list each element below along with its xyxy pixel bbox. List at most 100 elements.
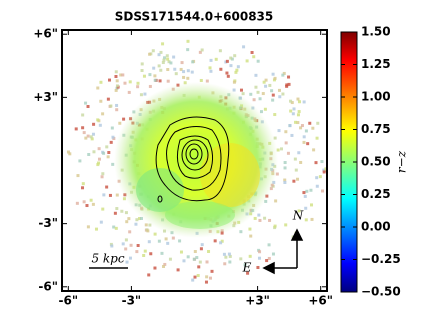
pixel bbox=[153, 232, 157, 236]
pixel bbox=[161, 42, 165, 46]
pixel bbox=[92, 122, 96, 126]
pixel bbox=[225, 59, 229, 63]
pixel bbox=[233, 54, 237, 58]
pixel bbox=[296, 177, 300, 181]
pixel bbox=[248, 254, 252, 258]
pixel bbox=[122, 197, 126, 201]
y-tick-label: -6" bbox=[38, 279, 58, 293]
pixel bbox=[285, 84, 289, 88]
colorbar-label: r−z bbox=[395, 150, 409, 173]
pixel bbox=[303, 194, 307, 198]
pixel bbox=[232, 80, 236, 84]
pixel bbox=[259, 110, 263, 114]
pixel bbox=[186, 255, 190, 259]
x-tick-label: +6" bbox=[308, 294, 333, 308]
pixel bbox=[252, 98, 256, 102]
pixel bbox=[273, 226, 277, 230]
pixel bbox=[127, 217, 131, 221]
pixel bbox=[98, 123, 102, 127]
pixel bbox=[106, 155, 110, 159]
pixel bbox=[110, 126, 114, 130]
pixel bbox=[235, 68, 239, 72]
pixel bbox=[164, 237, 168, 241]
pixel bbox=[268, 218, 272, 222]
pixel bbox=[271, 72, 275, 76]
pixel bbox=[208, 276, 212, 280]
pixel bbox=[292, 179, 296, 183]
pixel bbox=[115, 193, 119, 197]
pixel bbox=[121, 73, 125, 77]
pixel bbox=[149, 252, 153, 256]
pixel bbox=[222, 252, 226, 256]
pixel bbox=[199, 247, 203, 251]
pixel bbox=[81, 186, 85, 190]
pixel bbox=[148, 73, 152, 77]
pixel bbox=[122, 117, 126, 121]
pixel bbox=[294, 168, 298, 172]
pixel bbox=[76, 174, 80, 178]
pixel bbox=[84, 101, 88, 105]
pixel bbox=[125, 260, 129, 264]
y-tick-label: -3" bbox=[38, 216, 58, 230]
image bbox=[67, 39, 327, 284]
pixel bbox=[143, 249, 147, 253]
pixel bbox=[310, 217, 314, 221]
pixel bbox=[114, 70, 118, 74]
pixel bbox=[107, 150, 111, 154]
pixel bbox=[229, 56, 233, 60]
colorbar-tick-label: 1.00 bbox=[361, 90, 391, 104]
pixel bbox=[314, 161, 318, 165]
pixel bbox=[270, 89, 274, 93]
pixel bbox=[284, 141, 288, 145]
pixel bbox=[209, 58, 213, 62]
galaxy-region bbox=[200, 143, 260, 207]
pixel bbox=[275, 172, 279, 176]
pixel bbox=[166, 57, 170, 61]
y-tick-label: +6" bbox=[33, 27, 58, 41]
pixel bbox=[277, 88, 281, 92]
pixel bbox=[229, 64, 233, 68]
pixel bbox=[262, 80, 266, 84]
pixel bbox=[241, 92, 245, 96]
pixel bbox=[186, 39, 190, 43]
pixel bbox=[252, 55, 256, 59]
pixel bbox=[171, 236, 175, 240]
pixel bbox=[195, 256, 199, 260]
pixel bbox=[312, 148, 316, 152]
pixel bbox=[179, 250, 183, 254]
pixel bbox=[140, 62, 144, 66]
pixel bbox=[96, 161, 100, 165]
colorbar-tick-label: −0.50 bbox=[361, 285, 401, 299]
pixel bbox=[277, 129, 281, 133]
pixel bbox=[218, 49, 222, 53]
pixel bbox=[111, 135, 115, 139]
pixel bbox=[157, 53, 161, 57]
pixel bbox=[265, 259, 269, 263]
pixel bbox=[99, 220, 103, 224]
pixel bbox=[193, 275, 197, 279]
pixel bbox=[81, 182, 85, 186]
pixel bbox=[243, 263, 247, 267]
pixel bbox=[242, 45, 246, 49]
pixel bbox=[245, 59, 249, 63]
pixel bbox=[302, 140, 306, 144]
pixel bbox=[306, 142, 310, 146]
pixel bbox=[254, 73, 258, 77]
pixel bbox=[75, 201, 79, 205]
pixel bbox=[288, 124, 292, 128]
pixel bbox=[214, 57, 218, 61]
pixel bbox=[178, 239, 182, 243]
pixel bbox=[96, 118, 100, 122]
pixel bbox=[322, 170, 326, 174]
y-tick-label: +3" bbox=[33, 90, 58, 104]
pixel bbox=[191, 60, 195, 64]
pixel bbox=[153, 266, 157, 270]
pixel bbox=[256, 265, 260, 269]
pixel bbox=[239, 88, 243, 92]
pixel bbox=[250, 50, 254, 54]
pixel bbox=[124, 247, 128, 251]
pixel bbox=[226, 74, 230, 78]
pixel bbox=[284, 130, 288, 134]
pixel bbox=[78, 159, 82, 163]
pixel bbox=[309, 188, 313, 192]
